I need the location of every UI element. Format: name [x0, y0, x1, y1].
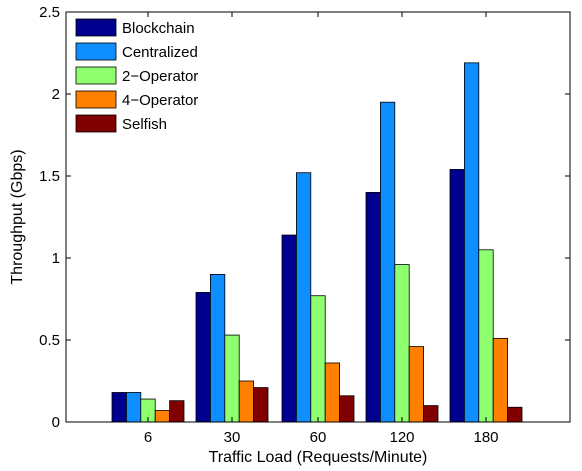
legend-label: Selfish	[122, 116, 167, 133]
x-tick-label: 6	[144, 429, 152, 446]
bar-centralized-60	[295, 172, 312, 423]
legend-swatch	[75, 114, 117, 133]
legend-swatch	[75, 90, 117, 109]
y-tick-label: 1.5	[39, 168, 60, 185]
bar-selfish-180	[507, 406, 523, 423]
bar-4-operator-6	[154, 410, 170, 423]
bar-blockchain-180	[449, 169, 465, 423]
y-tick-label: 0.5	[39, 332, 60, 349]
legend-swatch	[75, 42, 117, 61]
bar-blockchain-30	[195, 292, 211, 423]
bar-4-operator-180	[492, 337, 509, 423]
bar-4-operator-120	[408, 346, 425, 423]
axes-layer: 0 0.5 1 1.5 2 2.5 6 30 60 120 180	[39, 4, 571, 446]
y-tick-label: 2	[52, 86, 60, 103]
y-axis-label: Throughput (Gbps)	[9, 149, 26, 284]
legend: Blockchain Centralized 2−Operator 4−Operato…	[75, 18, 198, 133]
bar-centralized-180	[463, 62, 480, 423]
legend-label: 4−Operator	[122, 92, 198, 109]
bar-centralized-6	[126, 392, 142, 423]
bar-selfish-120	[423, 405, 439, 423]
bars-layer	[111, 62, 523, 423]
bar-2-operator-180	[478, 249, 494, 423]
legend-label: Blockchain	[122, 20, 195, 37]
bar-2-operator-120	[394, 264, 410, 423]
x-tick-label: 30	[224, 429, 241, 446]
x-tick-label: 180	[473, 429, 498, 446]
bar-2-operator-60	[310, 295, 326, 423]
x-axis-label: Traffic Load (Requests/Minute)	[209, 449, 428, 466]
bar-blockchain-60	[281, 234, 297, 423]
y-tick-label: 1	[52, 250, 60, 267]
bar-selfish-60	[339, 395, 355, 423]
bar-2-operator-30	[224, 334, 240, 423]
bar-centralized-30	[209, 273, 226, 423]
legend-swatch	[75, 18, 117, 37]
legend-swatch	[75, 66, 117, 85]
y-tick-label: 0	[52, 414, 60, 431]
bar-selfish-30	[253, 387, 269, 423]
legend-label: 2−Operator	[122, 68, 198, 85]
x-tick-label: 60	[310, 429, 327, 446]
bar-blockchain-120	[365, 191, 381, 423]
bar-selfish-6	[169, 400, 185, 423]
legend-label: Centralized	[122, 44, 198, 61]
x-tick-label: 120	[389, 429, 414, 446]
bar-centralized-120	[379, 101, 396, 423]
bar-blockchain-6	[111, 392, 127, 423]
bar-4-operator-60	[324, 362, 341, 423]
y-tick-label: 2.5	[39, 4, 60, 21]
bar-4-operator-30	[238, 380, 254, 423]
